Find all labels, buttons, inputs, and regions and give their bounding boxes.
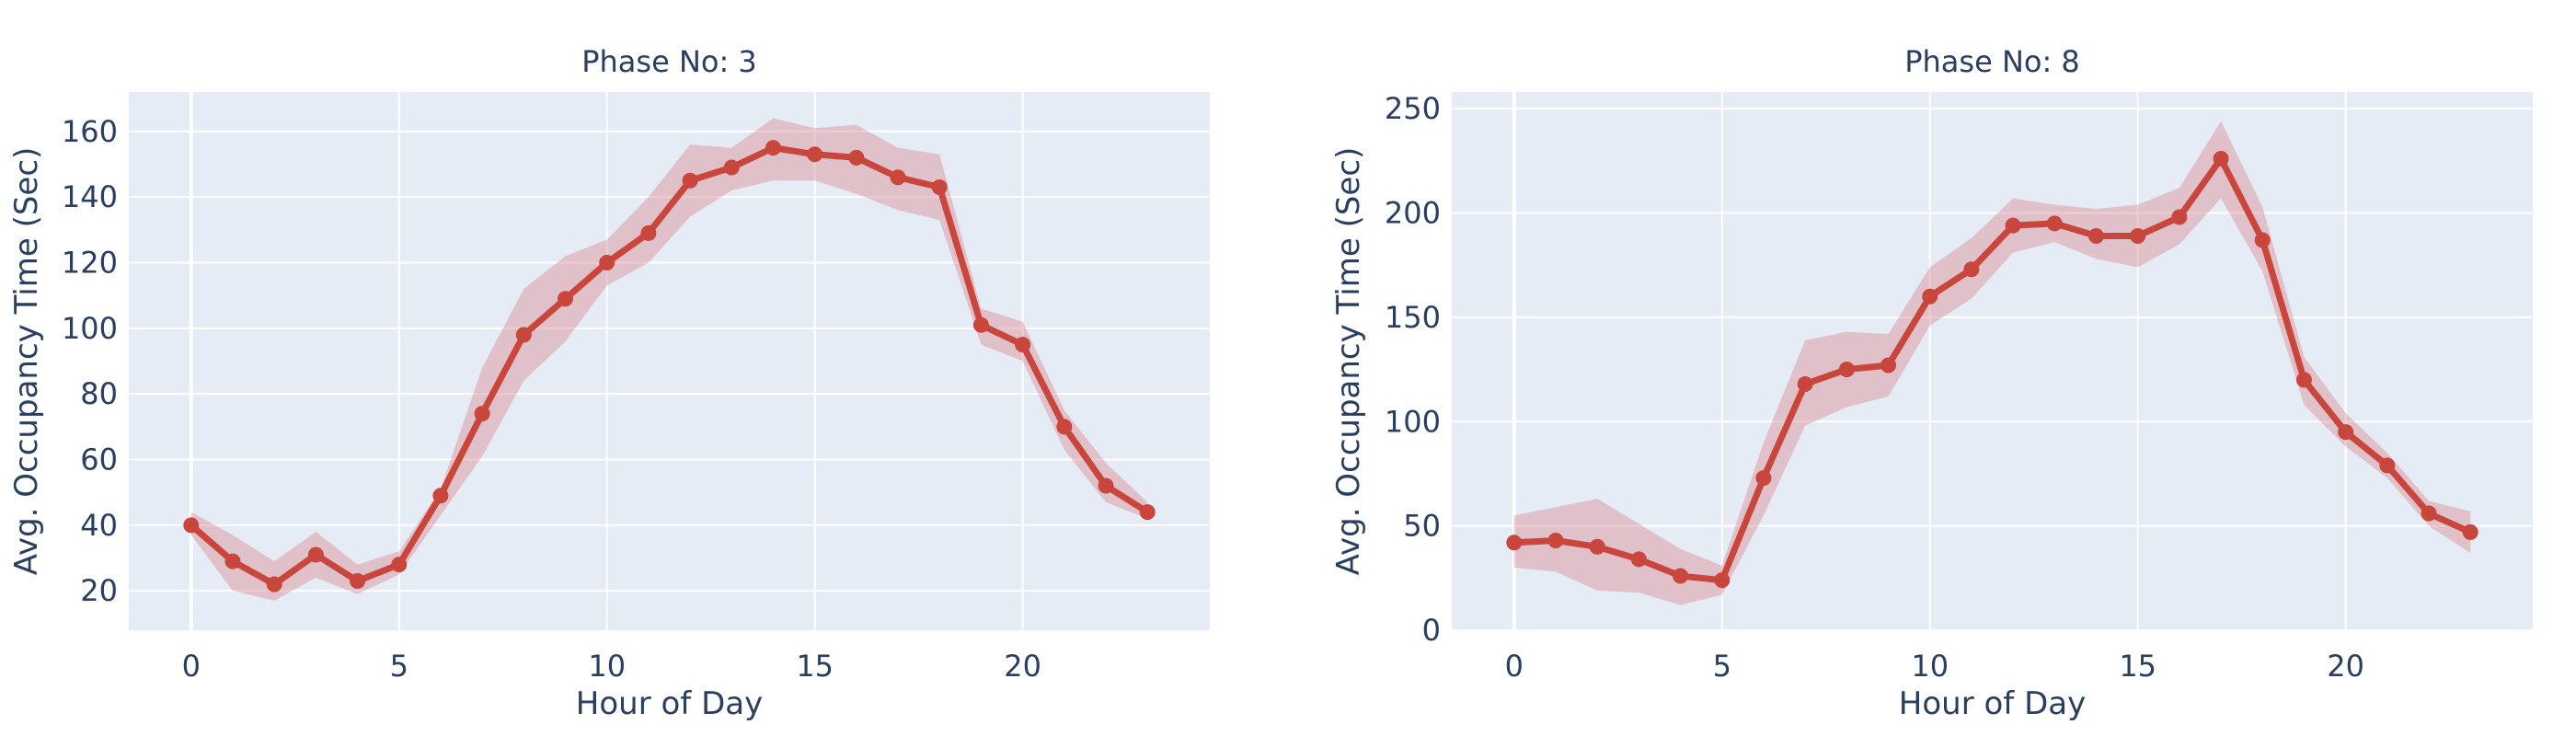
- x-axis-title: Hour of Day: [1899, 685, 2086, 722]
- data-point: [2338, 424, 2354, 441]
- chart-panel-phase-8: 0 50 100 150 200 250 0 5 10 15 20 Phase No: 8 Hour o…: [1330, 44, 2533, 722]
- data-point: [2046, 215, 2063, 232]
- data-point: [1098, 477, 1114, 494]
- data-point: [391, 557, 408, 573]
- data-point: [350, 572, 366, 589]
- data-point: [1506, 535, 1523, 551]
- data-point: [2213, 151, 2229, 167]
- data-point: [1838, 362, 1855, 378]
- data-point: [474, 406, 490, 422]
- data-point: [307, 546, 324, 563]
- data-point: [432, 488, 449, 504]
- x-tick-label: 5: [390, 649, 408, 684]
- y-tick-label: 160: [62, 114, 118, 149]
- data-point: [1922, 288, 1938, 305]
- data-point: [2379, 457, 2396, 474]
- data-point: [2171, 209, 2188, 225]
- data-point: [723, 159, 740, 176]
- y-tick-label: 60: [80, 443, 118, 477]
- x-tick-label: 15: [2119, 649, 2156, 684]
- data-point: [1797, 375, 1813, 392]
- data-point: [2421, 505, 2437, 522]
- data-point: [1139, 504, 1156, 521]
- data-point: [1056, 419, 1073, 435]
- plot-background: [1452, 92, 2533, 630]
- x-tick-label: 15: [796, 649, 834, 684]
- data-point: [972, 316, 989, 333]
- data-point: [183, 517, 200, 534]
- confidence-band: [1513, 121, 2471, 605]
- x-tick-label: 10: [1911, 649, 1949, 684]
- x-tick-label: 0: [1505, 649, 1524, 684]
- x-tick-label: 0: [182, 649, 201, 684]
- data-point: [2005, 217, 2021, 234]
- data-point: [2130, 227, 2146, 244]
- data-point: [807, 146, 823, 163]
- y-tick-label: 100: [1385, 404, 1441, 439]
- y-tick-label: 100: [62, 311, 118, 346]
- y-axis-title: Avg. Occupancy Time (Sec): [1330, 147, 1367, 576]
- data-point: [1755, 469, 1772, 486]
- y-tick-label: 140: [62, 179, 118, 214]
- y-tick-label: 120: [62, 245, 118, 280]
- data-point: [931, 178, 948, 195]
- data-point: [266, 576, 282, 592]
- data-point: [2295, 372, 2312, 388]
- x-axis-title: Hour of Day: [576, 685, 763, 722]
- data-point: [1714, 572, 1731, 589]
- chart-title: Phase No: 3: [581, 44, 757, 79]
- data-point: [1015, 337, 1031, 353]
- data-point: [2254, 232, 2271, 248]
- data-point: [1547, 533, 1564, 548]
- data-point: [2087, 227, 2104, 244]
- y-tick-label: 150: [1385, 300, 1441, 335]
- y-tick-label: 0: [1422, 613, 1441, 648]
- y-tick-label: 80: [80, 376, 118, 411]
- x-tick-label: 20: [2327, 649, 2364, 684]
- y-axis-title: Avg. Occupancy Time (Sec): [8, 147, 45, 576]
- data-point: [765, 140, 781, 156]
- data-point: [1630, 551, 1647, 568]
- data-point: [890, 169, 906, 186]
- x-tick-label: 20: [1004, 649, 1041, 684]
- data-point: [515, 327, 532, 343]
- confidence-band: [190, 118, 1148, 601]
- chart-panel-phase-3: 20 40 60 80 100 120 140 160 0 5 10 15 20 Phase No: 3 H…: [8, 44, 1210, 722]
- data-point: [599, 254, 615, 270]
- data-point: [1963, 261, 1980, 278]
- y-tick-label: 40: [80, 508, 118, 543]
- y-tick-label: 20: [80, 573, 118, 608]
- data-point: [640, 224, 657, 241]
- data-point: [558, 291, 574, 307]
- data-point: [1589, 538, 1605, 555]
- data-point: [1880, 357, 1897, 374]
- data-point: [2462, 523, 2478, 540]
- x-tick-label: 5: [1713, 649, 1731, 684]
- x-tick-label: 10: [588, 649, 626, 684]
- y-tick-label: 200: [1385, 196, 1441, 231]
- y-tick-label: 250: [1385, 91, 1441, 126]
- data-point: [682, 172, 698, 189]
- data-point: [224, 553, 241, 569]
- y-tick-label: 50: [1403, 509, 1441, 544]
- data-point: [848, 149, 865, 166]
- data-point: [1673, 568, 1689, 584]
- chart-title: Phase No: 8: [1904, 44, 2080, 79]
